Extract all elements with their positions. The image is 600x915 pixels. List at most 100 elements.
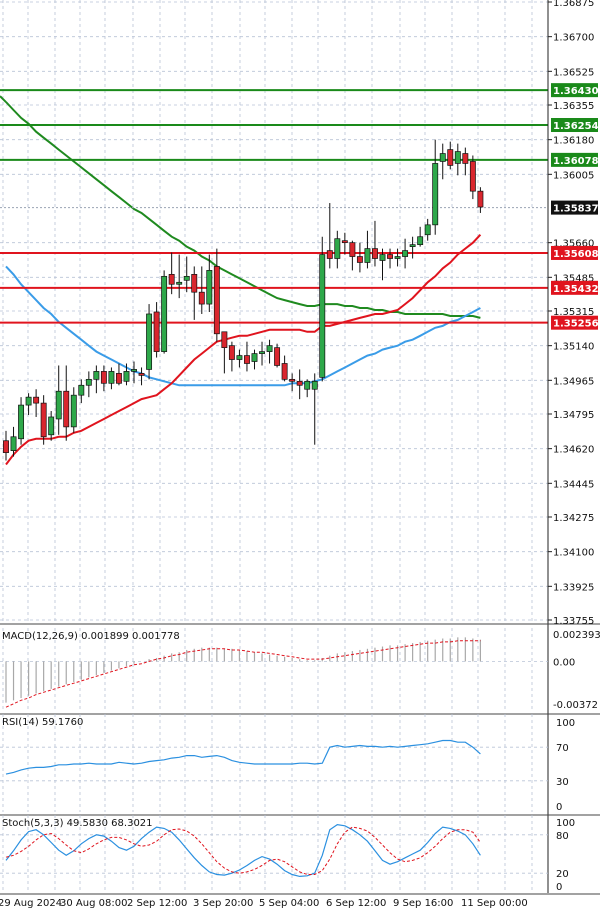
price-tick-label: 1.34445 [553, 479, 594, 490]
candle-bear [191, 274, 198, 293]
candle-bull [146, 313, 153, 370]
price-tick-label: 1.34965 [553, 376, 594, 387]
candle-bull [206, 270, 213, 305]
candle-bear [63, 390, 70, 428]
price-plot [0, 89, 548, 466]
candle-bull [439, 153, 446, 162]
macd-tick-label: 0.00 [553, 657, 575, 668]
candle-bull [236, 355, 243, 360]
price-tick-label: 1.34795 [553, 410, 594, 421]
candle-bear [387, 254, 393, 259]
candle-bear [40, 402, 47, 438]
candle-bull [251, 353, 258, 362]
candle-bull [454, 151, 461, 164]
candle-bear [213, 266, 220, 335]
candle-bull [379, 254, 386, 261]
rsi-tick-label: 0 [556, 802, 562, 813]
candle-bear [244, 355, 250, 364]
current-price-badge [551, 200, 598, 215]
stoch-tick-label: 20 [556, 869, 569, 880]
rsi-line [5, 739, 481, 775]
x-tick-label: 5 Sep 04:00 [259, 898, 319, 909]
support-level-label: 1.35432 [553, 284, 599, 295]
price-tick-label: 1.36355 [553, 101, 594, 112]
price-tick-label: 1.35660 [553, 239, 594, 250]
price-tick-label: 1.35140 [553, 342, 594, 353]
candle-bull [25, 396, 32, 406]
candle-bull [161, 275, 168, 352]
candle-bear [349, 242, 356, 257]
candle-bull [18, 404, 25, 440]
stoch-label: Stoch(5,3,3) 49.5830 68.3021 [2, 818, 153, 829]
candle-bull [364, 248, 371, 263]
x-tick-label: 6 Sep 12:00 [326, 898, 386, 909]
price-tick-label: 1.35315 [553, 307, 594, 318]
candle-bull [311, 380, 318, 390]
candle-bull [176, 281, 183, 285]
support-level-label: 1.35256 [553, 319, 599, 330]
x-tick-label: 30 Aug 08:00 [60, 898, 127, 909]
rsi-tick-label: 30 [556, 777, 569, 788]
support-level-badge [551, 245, 598, 260]
candle-bear [341, 240, 348, 244]
stoch-tick-label: 0 [556, 882, 562, 893]
candle-bull [409, 244, 416, 247]
candle-bear [168, 274, 175, 285]
candle-bull [78, 384, 85, 396]
stoch-panel: 100 80 20 0 Stoch(5,3,3) 49.5830 68.3021 [0, 815, 575, 893]
candle-bull [266, 345, 273, 352]
price-grid [0, 0, 548, 622]
stoch-k-line [5, 823, 481, 878]
candle-bear [115, 373, 122, 384]
macd-signal-line [5, 640, 481, 708]
candle-bear [477, 190, 484, 208]
x-tick-label: 29 Aug 2024 [0, 898, 62, 909]
support-level-badge [551, 315, 598, 330]
rsi-panel: 100 70 30 0 RSI(14) 59.1760 [0, 714, 575, 813]
x-tick-label: 11 Sep 00:00 [461, 898, 528, 909]
candle-bear [462, 153, 469, 164]
candle-bull [108, 371, 115, 384]
candle-bear [100, 371, 107, 384]
resistance-level-badge [551, 152, 598, 167]
macd-label: MACD(12,26,9) 0.001899 0.001778 [2, 631, 180, 642]
candle-bull [402, 250, 409, 257]
rsi-label: RSI(14) 59.1760 [2, 717, 83, 728]
candle-bear [447, 149, 454, 166]
candle-bull [424, 224, 431, 236]
ma-slow-green-line [5, 101, 481, 319]
macd-tick-label: 0.002393 [553, 630, 600, 641]
price-tick-label: 1.33755 [553, 616, 594, 627]
stoch-d-line [5, 826, 481, 875]
ma-slow-green-start [0, 95, 7, 103]
price-tick-label: 1.34275 [553, 513, 594, 524]
candle-bull [304, 380, 311, 390]
price-tick-label: 1.36525 [553, 67, 594, 78]
x-tick-label: 2 Sep 12:00 [127, 898, 187, 909]
support-level-label: 1.35608 [553, 249, 599, 260]
candle-bear [153, 311, 160, 352]
candle-bear [296, 380, 303, 386]
stoch-tick-label: 80 [556, 831, 569, 842]
candle-bull [319, 254, 326, 378]
candle-bear [289, 378, 296, 382]
current-price-label: 1.35837 [553, 204, 599, 215]
candle-bull [48, 416, 55, 436]
candle-bear [221, 331, 228, 348]
candle-bear [326, 250, 333, 259]
candle-bear [33, 396, 40, 404]
candle-bull [334, 238, 341, 259]
candle-bear [3, 440, 9, 453]
candle-bear [138, 373, 145, 376]
candle-bull [93, 371, 100, 380]
resistance-level-badge [551, 118, 598, 133]
rsi-tick-label: 70 [556, 743, 569, 754]
candle-bull [259, 351, 265, 354]
candle-bear [274, 347, 281, 366]
candle-bear [469, 161, 476, 192]
resistance-level-label: 1.36254 [553, 121, 599, 132]
ma-mid-blue-line [5, 265, 481, 387]
candle-bull [70, 394, 77, 428]
